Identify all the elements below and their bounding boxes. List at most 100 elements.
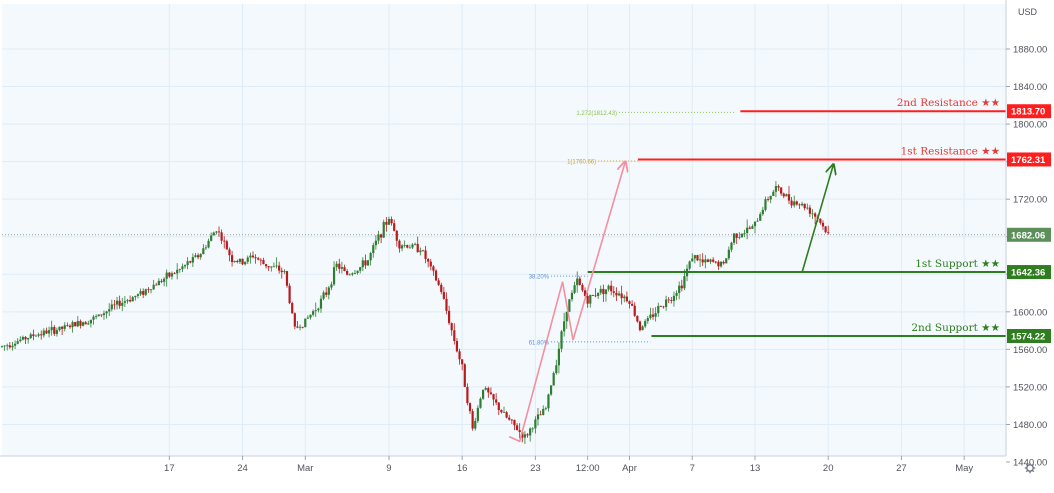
candle-body — [105, 311, 108, 314]
candle — [212, 231, 215, 236]
candle — [704, 255, 707, 269]
fib-level-label: 1.272(1812.43) — [576, 111, 617, 117]
candle-body — [521, 432, 524, 438]
candle-body — [604, 289, 608, 295]
candle-body — [510, 419, 513, 421]
candle — [181, 263, 184, 273]
candle-body — [173, 273, 176, 275]
candle — [466, 383, 469, 406]
candle — [11, 341, 14, 351]
price-axis[interactable] — [1006, 0, 1054, 488]
candle — [398, 239, 401, 253]
candle-body — [437, 280, 440, 285]
candle — [395, 229, 398, 247]
candle — [688, 260, 691, 271]
candle-body — [633, 305, 636, 316]
candle — [382, 219, 385, 239]
candle-body — [348, 274, 351, 276]
candle-body — [722, 261, 725, 264]
candle — [199, 253, 202, 260]
candle-body — [129, 300, 132, 302]
candle-body — [257, 258, 260, 260]
candle-body — [160, 280, 163, 282]
candle — [223, 236, 226, 249]
candle-body — [270, 266, 273, 268]
candle — [617, 290, 621, 297]
candle-body — [780, 187, 783, 194]
candle-body — [795, 201, 798, 205]
candle-body — [314, 310, 317, 312]
candle-body — [29, 334, 32, 339]
candle-body — [92, 316, 95, 320]
fib-level-label: 61.80% — [529, 340, 550, 346]
candle — [738, 232, 741, 240]
candle — [814, 212, 817, 225]
candle-body — [322, 292, 325, 299]
candle — [317, 307, 320, 313]
candle-body — [330, 284, 333, 288]
candle — [165, 269, 168, 287]
candle-body — [113, 304, 116, 306]
candle — [42, 328, 45, 338]
candle-body — [466, 386, 469, 404]
candle — [74, 321, 77, 327]
candle-body — [207, 240, 210, 248]
candle — [236, 259, 239, 264]
candle — [529, 427, 532, 442]
level-label: 2nd Resistance ★★ — [897, 97, 1001, 109]
candle — [262, 257, 265, 265]
candle — [481, 389, 485, 401]
gear-ring[interactable] — [1026, 464, 1034, 472]
candle — [204, 244, 208, 250]
candle — [819, 218, 822, 225]
candle — [680, 279, 683, 292]
candle — [50, 320, 53, 336]
gear-tooth[interactable] — [1025, 463, 1028, 466]
candle — [827, 225, 830, 235]
candle — [298, 324, 302, 331]
candle-body — [732, 233, 736, 243]
candle-body — [411, 244, 414, 248]
candle-body — [178, 269, 181, 270]
candle — [667, 297, 670, 304]
plot-area[interactable] — [2, 4, 1006, 456]
level-price-tag — [1007, 152, 1051, 167]
candle-body — [134, 295, 137, 298]
candle — [283, 269, 286, 275]
candle — [450, 322, 453, 336]
price-tick-label: 1520.00 — [1013, 382, 1047, 393]
candle-body — [589, 295, 592, 304]
candle-body — [55, 330, 59, 334]
candle — [24, 336, 27, 344]
candle — [581, 283, 584, 293]
candle-body — [343, 267, 346, 272]
candle — [351, 272, 354, 277]
candle-body — [47, 330, 51, 334]
gear-tooth[interactable] — [1032, 470, 1035, 473]
candle — [576, 271, 579, 293]
candle — [725, 258, 728, 264]
candle-body — [489, 392, 493, 395]
candle-body — [450, 323, 453, 331]
candle-body — [602, 288, 605, 295]
candle — [824, 226, 827, 234]
candle-body — [16, 341, 19, 344]
candle-body — [515, 425, 519, 431]
gear-tooth[interactable] — [1032, 463, 1035, 466]
candle — [534, 416, 537, 434]
gear-tooth[interactable] — [1025, 470, 1028, 473]
candle — [144, 288, 147, 297]
candle-body — [691, 258, 694, 262]
candle — [437, 278, 440, 287]
candle — [304, 318, 307, 328]
candle-body — [719, 261, 723, 267]
time-axis[interactable] — [0, 456, 1006, 488]
candle-body — [529, 428, 532, 436]
candle — [348, 273, 351, 276]
price-tick-label: 1840.00 — [1013, 82, 1047, 93]
candle-body — [455, 341, 459, 352]
settings-gear-icon[interactable] — [1024, 462, 1036, 474]
candle — [194, 252, 197, 258]
candle — [510, 419, 513, 425]
candle-body — [34, 335, 38, 337]
